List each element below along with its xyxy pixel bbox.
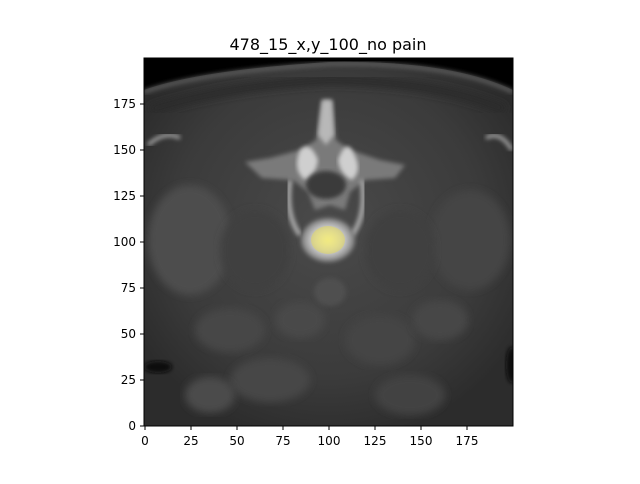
ct-image [144, 58, 513, 426]
mask-overlay [311, 226, 345, 254]
y-tick-label: 50 [121, 327, 136, 341]
y-tick-label: 175 [113, 97, 136, 111]
x-tick-label: 0 [141, 434, 149, 448]
y-tick-label: 75 [121, 281, 136, 295]
y-tick-label: 25 [121, 373, 136, 387]
x-tick-label: 125 [364, 434, 387, 448]
x-axis: 0 25 50 75 100 125 150 175 [141, 426, 478, 448]
plot-title: 478_15_x,y_100_no pain [229, 35, 426, 55]
x-tick-label: 50 [229, 434, 244, 448]
x-tick-label: 150 [410, 434, 433, 448]
y-tick-label: 100 [113, 235, 136, 249]
x-tick-label: 175 [456, 434, 479, 448]
x-tick-label: 100 [318, 434, 341, 448]
y-tick-label: 150 [113, 143, 136, 157]
y-axis: 0 25 50 75 100 125 150 175 [113, 97, 144, 433]
x-tick-label: 25 [183, 434, 198, 448]
y-tick-label: 125 [113, 189, 136, 203]
y-tick-label: 0 [128, 419, 136, 433]
x-tick-label: 75 [275, 434, 290, 448]
